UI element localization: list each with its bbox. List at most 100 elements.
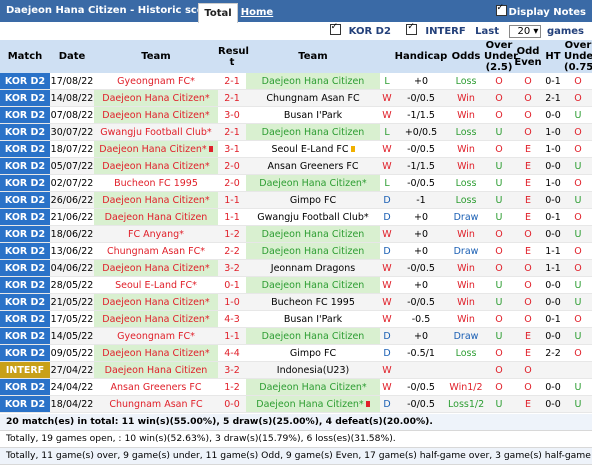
score-cell[interactable]: 1-2 [218, 225, 246, 243]
score-cell[interactable]: 2-0 [218, 157, 246, 175]
away-team-cell[interactable]: Seoul E-Land FC [246, 140, 380, 158]
table-row[interactable]: KOR D2 18/07/22 Daejeon Hana Citizen* 3-1 Se… [0, 140, 592, 158]
away-team-cell[interactable]: Chungnam Asan FC [246, 89, 380, 107]
league-cell[interactable]: KOR D2 [0, 378, 50, 396]
score-cell[interactable]: 0-0 [218, 395, 246, 413]
score-cell[interactable]: 1-2 [218, 378, 246, 396]
tab-total[interactable]: Total [198, 3, 238, 23]
home-team-cell[interactable]: Seoul E-Land FC* [94, 276, 218, 294]
league-cell[interactable]: KOR D2 [0, 395, 50, 413]
score-cell[interactable]: 4-4 [218, 344, 246, 362]
league-cell[interactable]: KOR D2 [0, 327, 50, 345]
table-row[interactable]: KOR D2 13/06/22 Chungnam Asan FC* 2-2 Daejeo… [0, 242, 592, 260]
table-row[interactable]: KOR D2 26/06/22 Daejeon Hana Citizen* 1-1 Gi… [0, 191, 592, 209]
home-team-cell[interactable]: Daejeon Hana Citizen* [94, 259, 218, 277]
table-row[interactable]: KOR D2 21/06/22 Daejeon Hana Citizen 1-1 Gwa… [0, 208, 592, 226]
league-cell[interactable]: KOR D2 [0, 73, 50, 90]
home-team-cell[interactable]: Chungnam Asan FC* [94, 242, 218, 260]
home-team-cell[interactable]: Gyeongnam FC* [94, 327, 218, 345]
score-cell[interactable]: 3-2 [218, 361, 246, 379]
away-team-cell[interactable]: Ansan Greeners FC [246, 157, 380, 175]
home-team-cell[interactable]: Chungnam Asan FC [94, 395, 218, 413]
away-team-cell[interactable]: Gwangju Football Club* [246, 208, 380, 226]
away-team-cell[interactable]: Daejeon Hana Citizen* [246, 378, 380, 396]
table-row[interactable]: INTERF 27/04/22 Daejeon Hana Citizen 3-2 Ind… [0, 361, 592, 379]
home-team-cell[interactable]: Gyeongnam FC* [94, 73, 218, 90]
score-cell[interactable]: 3-0 [218, 106, 246, 124]
home-team-cell[interactable]: FC Anyang* [94, 225, 218, 243]
home-team-cell[interactable]: Daejeon Hana Citizen* [94, 293, 218, 311]
table-row[interactable]: KOR D2 24/04/22 Ansan Greeners FC 1-2 Daejeo… [0, 378, 592, 396]
away-team-cell[interactable]: Jeonnam Dragons [246, 259, 380, 277]
league-cell[interactable]: KOR D2 [0, 293, 50, 311]
league-cell[interactable]: KOR D2 [0, 123, 50, 141]
away-team-cell[interactable]: Daejeon Hana Citizen [246, 327, 380, 345]
league-cell[interactable]: KOR D2 [0, 174, 50, 192]
away-team-cell[interactable]: Daejeon Hana Citizen [246, 225, 380, 243]
league-cell[interactable]: KOR D2 [0, 191, 50, 209]
away-team-cell[interactable]: Busan I'Park [246, 106, 380, 124]
home-team-cell[interactable]: Daejeon Hana Citizen [94, 361, 218, 379]
score-cell[interactable]: 4-3 [218, 310, 246, 328]
score-cell[interactable]: 1-1 [218, 208, 246, 226]
score-cell[interactable]: 0-1 [218, 276, 246, 294]
score-cell[interactable]: 1-0 [218, 293, 246, 311]
table-row[interactable]: KOR D2 18/06/22 FC Anyang* 1-2 Daejeon Hana … [0, 225, 592, 243]
score-cell[interactable]: 3-1 [218, 140, 246, 158]
home-team-cell[interactable]: Daejeon Hana Citizen* [94, 89, 218, 107]
league-cell[interactable]: KOR D2 [0, 106, 50, 124]
score-cell[interactable]: 2-1 [218, 73, 246, 90]
away-team-cell[interactable]: Gimpo FC [246, 191, 380, 209]
away-team-cell[interactable]: Daejeon Hana Citizen [246, 276, 380, 294]
table-row[interactable]: KOR D2 21/05/22 Daejeon Hana Citizen* 1-0 Bu… [0, 293, 592, 311]
home-team-cell[interactable]: Daejeon Hana Citizen [94, 208, 218, 226]
home-team-cell[interactable]: Ansan Greeners FC [94, 378, 218, 396]
table-row[interactable]: KOR D2 04/06/22 Daejeon Hana Citizen* 3-2 Je… [0, 259, 592, 277]
table-row[interactable]: KOR D2 02/07/22 Bucheon FC 1995 2-0 Daejeon … [0, 174, 592, 192]
table-row[interactable]: KOR D2 09/05/22 Daejeon Hana Citizen* 4-4 Gi… [0, 344, 592, 362]
score-cell[interactable]: 1-1 [218, 327, 246, 345]
home-team-cell[interactable]: Daejeon Hana Citizen* [94, 344, 218, 362]
home-team-cell[interactable]: Daejeon Hana Citizen* [94, 106, 218, 124]
home-team-cell[interactable]: Daejeon Hana Citizen* [94, 191, 218, 209]
league-cell[interactable]: KOR D2 [0, 259, 50, 277]
checkbox-icon[interactable] [406, 22, 418, 35]
away-team-cell[interactable]: Bucheon FC 1995 [246, 293, 380, 311]
away-team-cell[interactable]: Busan I'Park [246, 310, 380, 328]
away-team-cell[interactable]: Daejeon Hana Citizen [246, 242, 380, 260]
table-row[interactable]: KOR D2 30/07/22 Gwangju Football Club* 2-1 D… [0, 123, 592, 141]
away-team-cell[interactable]: Gimpo FC [246, 344, 380, 362]
league-cell[interactable]: KOR D2 [0, 157, 50, 175]
away-team-cell[interactable]: Daejeon Hana Citizen* [246, 174, 380, 192]
away-team-cell[interactable]: Daejeon Hana Citizen [246, 73, 380, 90]
league-cell[interactable]: KOR D2 [0, 276, 50, 294]
league-cell[interactable]: KOR D2 [0, 140, 50, 158]
table-row[interactable]: KOR D2 18/04/22 Chungnam Asan FC 0-0 Daejeon… [0, 395, 592, 413]
score-cell[interactable]: 2-1 [218, 123, 246, 141]
checkbox-icon[interactable] [329, 22, 341, 35]
table-row[interactable]: KOR D2 17/05/22 Daejeon Hana Citizen* 4-3 Bu… [0, 310, 592, 328]
league-cell[interactable]: KOR D2 [0, 208, 50, 226]
home-team-cell[interactable]: Daejeon Hana Citizen* [94, 310, 218, 328]
score-cell[interactable]: 2-2 [218, 242, 246, 260]
league-cell[interactable]: KOR D2 [0, 225, 50, 243]
table-row[interactable]: KOR D2 28/05/22 Seoul E-Land FC* 0-1 Daejeon… [0, 276, 592, 294]
table-row[interactable]: KOR D2 07/08/22 Daejeon Hana Citizen* 3-0 Bu… [0, 106, 592, 124]
checkbox-icon[interactable] [495, 3, 507, 16]
away-team-cell[interactable]: Daejeon Hana Citizen* [246, 395, 380, 413]
tab-home[interactable]: Home [240, 7, 274, 18]
away-team-cell[interactable]: Daejeon Hana Citizen [246, 123, 380, 141]
home-team-cell[interactable]: Gwangju Football Club* [94, 123, 218, 141]
league-cell[interactable]: INTERF [0, 361, 50, 379]
table-row[interactable]: KOR D2 05/07/22 Daejeon Hana Citizen* 2-0 An… [0, 157, 592, 175]
display-notes-toggle[interactable]: Display Notes [495, 3, 586, 18]
table-row[interactable]: KOR D2 14/08/22 Daejeon Hana Citizen* 2-1 Ch… [0, 89, 592, 107]
score-cell[interactable]: 2-0 [218, 174, 246, 192]
home-team-cell[interactable]: Daejeon Hana Citizen* [94, 157, 218, 175]
filter-interf[interactable]: INTERF [400, 22, 466, 37]
away-team-cell[interactable]: Indonesia(U23) [246, 361, 380, 379]
league-cell[interactable]: KOR D2 [0, 89, 50, 107]
league-cell[interactable]: KOR D2 [0, 310, 50, 328]
games-count-select[interactable]: 20 ▾ [508, 25, 542, 38]
league-cell[interactable]: KOR D2 [0, 242, 50, 260]
